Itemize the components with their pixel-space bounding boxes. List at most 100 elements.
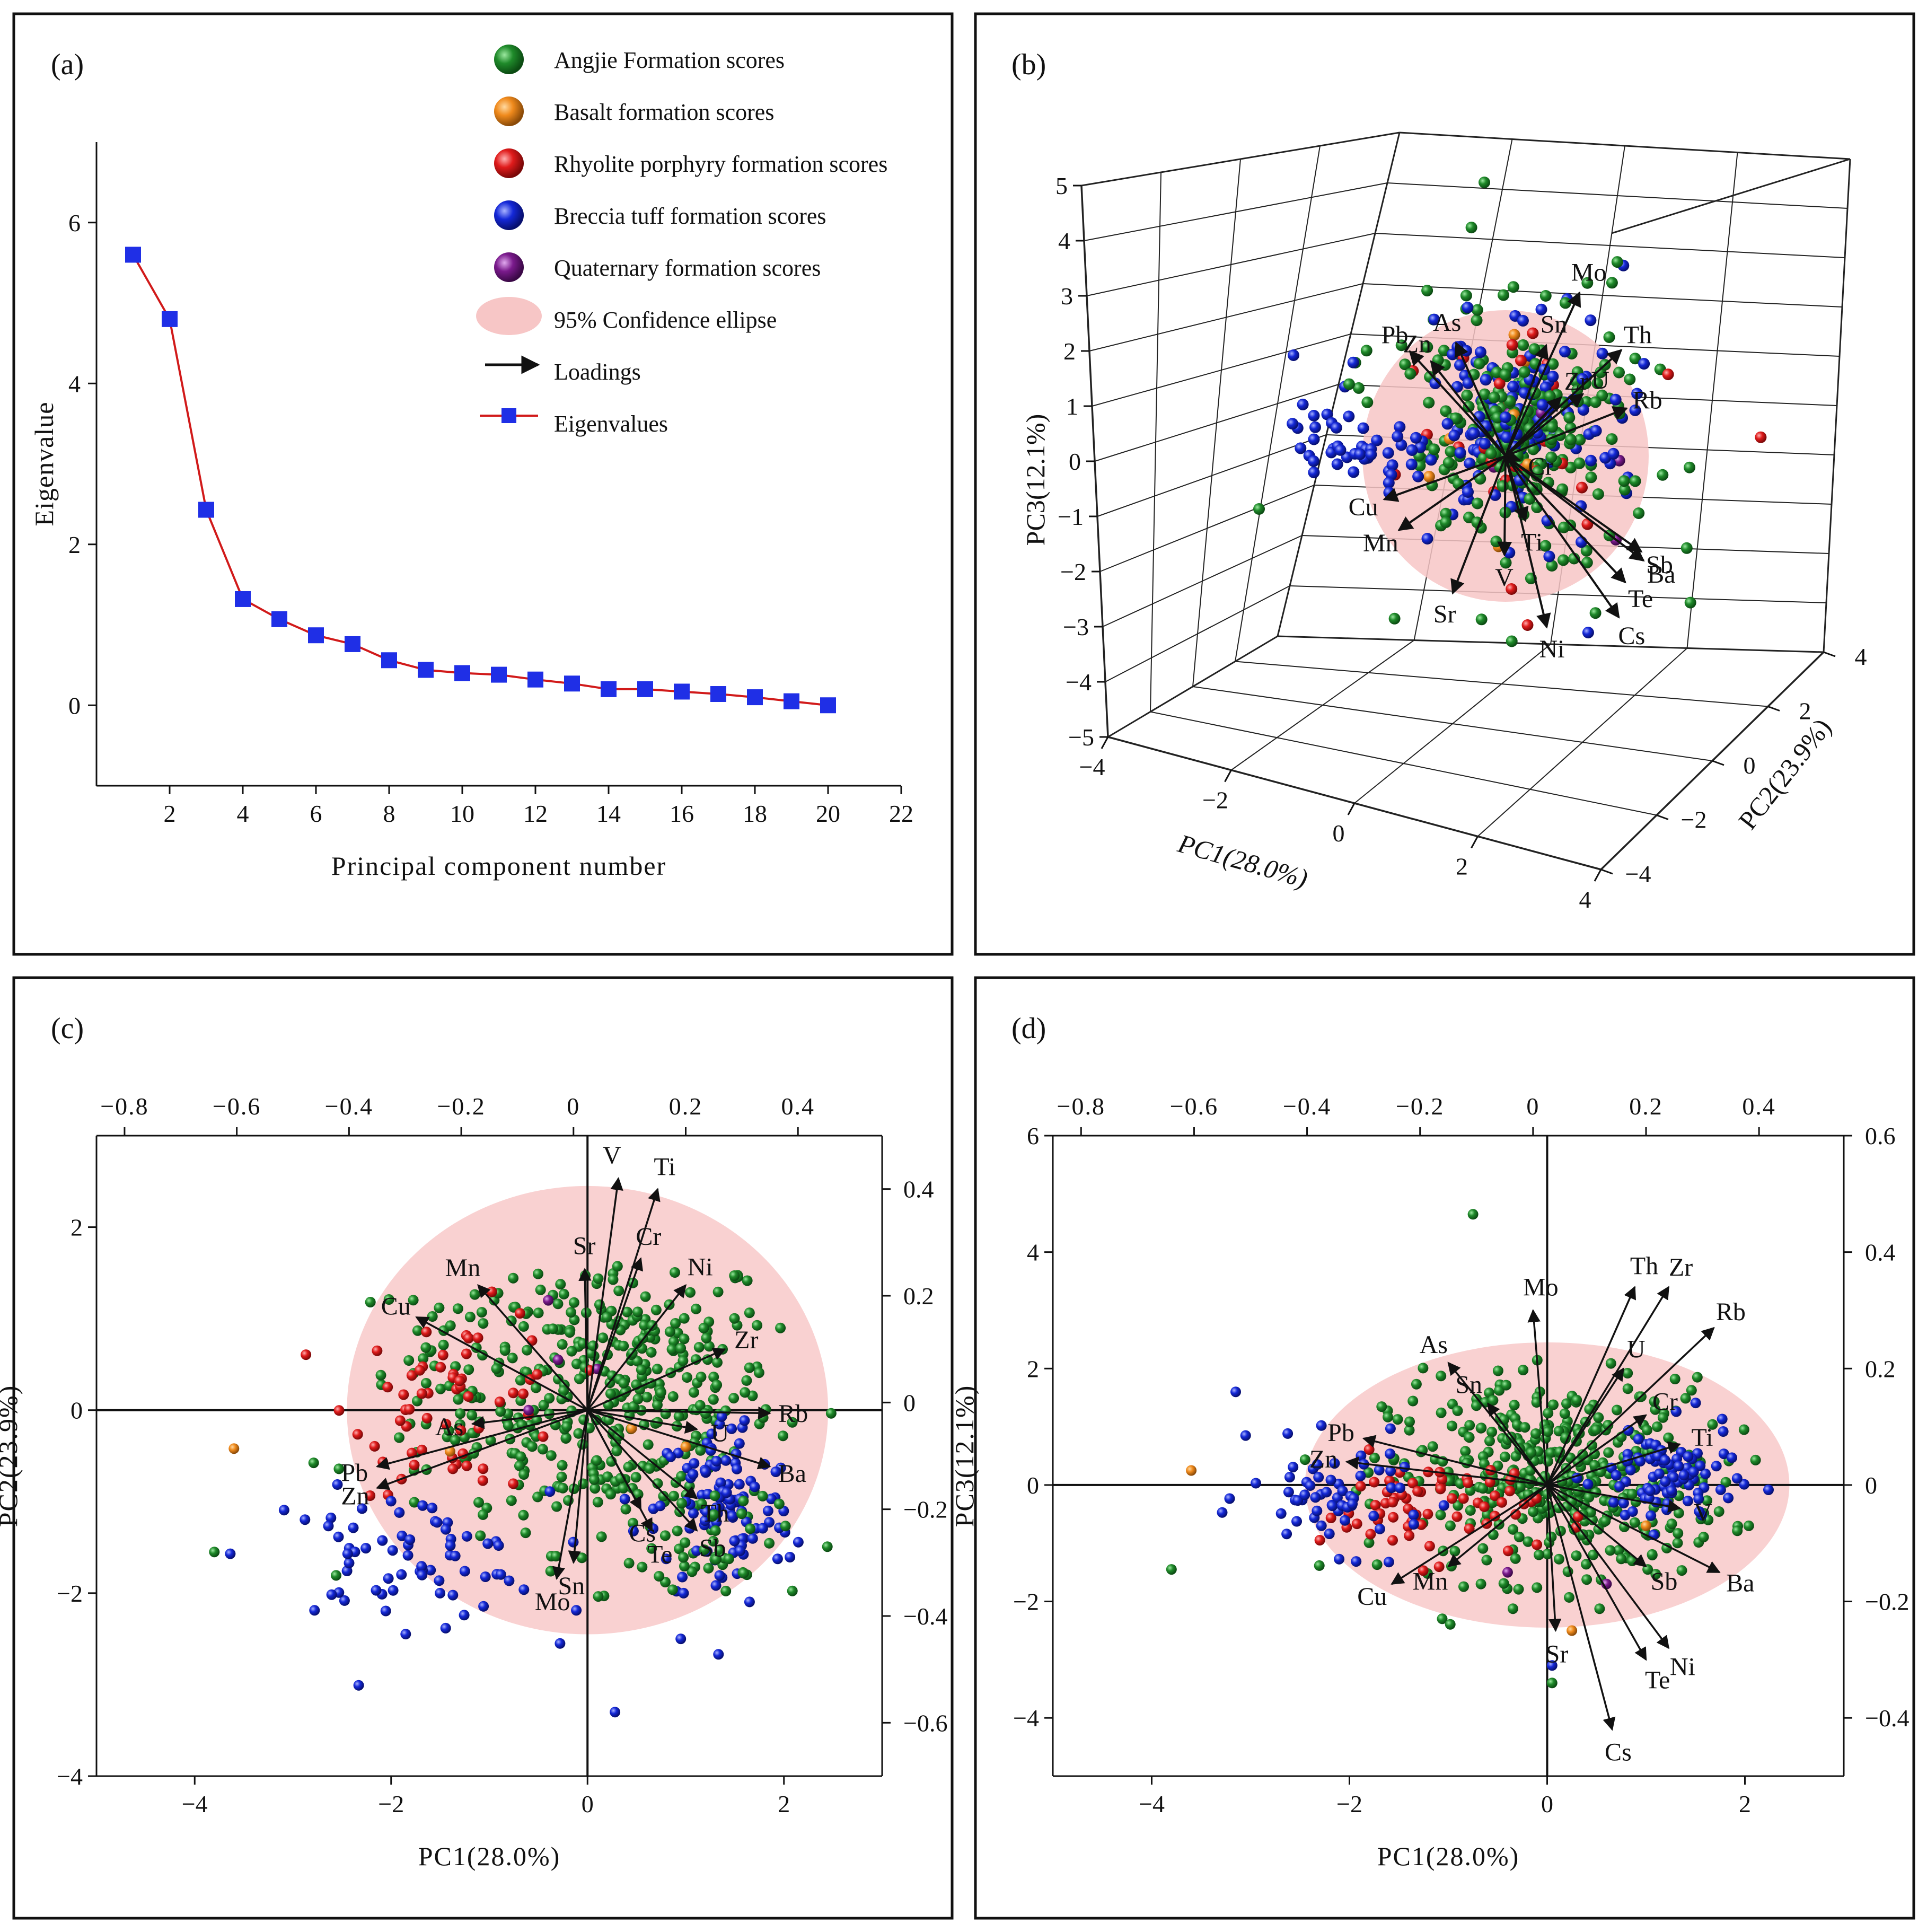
score-point-angjie — [331, 1570, 341, 1581]
score-point-rhyolite — [1435, 1483, 1446, 1495]
score-point-breccia — [300, 1514, 311, 1525]
score-point-angjie — [1465, 222, 1477, 234]
loading-label-ti: Ti — [1692, 1424, 1713, 1452]
score-point-angjie — [555, 1279, 566, 1290]
x-tick — [1224, 769, 1232, 783]
score-point-breccia — [1308, 410, 1320, 421]
loading-arrow-ba — [587, 1409, 771, 1470]
score-point-breccia — [1347, 1498, 1358, 1509]
score-point-breccia — [1295, 442, 1307, 454]
score-point-breccia — [1474, 346, 1486, 358]
score-point-angjie — [1561, 1398, 1572, 1409]
loading-label-ni: Ni — [1539, 635, 1565, 663]
top-tick-label: −0.2 — [437, 1093, 485, 1120]
loading-arrow-sn — [1504, 344, 1549, 456]
score-point-angjie — [1565, 434, 1577, 446]
score-point-angjie — [637, 1561, 648, 1573]
score-point-breccia — [1330, 421, 1342, 434]
score-point-breccia — [387, 1545, 398, 1556]
loading-arrow-zn — [1430, 360, 1507, 457]
grid-line — [1235, 661, 1768, 707]
score-point-angjie — [1545, 451, 1558, 463]
loading-arrow-sb — [1504, 455, 1643, 553]
legend-label: Basalt formation scores — [554, 99, 774, 125]
x-tick-label: 14 — [596, 800, 621, 827]
score-point-breccia — [1394, 1482, 1405, 1494]
score-point-rhyolite — [1407, 1478, 1418, 1489]
score-point-angjie — [1563, 411, 1576, 424]
x-tick-label: −4 — [1139, 1790, 1165, 1817]
grid-line — [1150, 172, 1162, 712]
legend-item: Quaternary formation scores — [494, 252, 821, 282]
score-point-angjie — [508, 1272, 519, 1284]
score-point-angjie — [1539, 540, 1552, 552]
score-point-angjie — [576, 1552, 587, 1564]
score-point-angjie — [711, 1554, 722, 1565]
score-point-angjie — [1568, 552, 1580, 565]
score-point-breccia — [684, 1523, 696, 1534]
score-point-angjie — [1498, 1578, 1509, 1589]
loading-label-ba: Ba — [1647, 560, 1675, 589]
score-point-angjie — [1458, 1581, 1469, 1592]
loading-label-zn: Zn — [1403, 330, 1431, 358]
score-point-rhyolite — [1576, 481, 1588, 494]
score-point-rhyolite — [1464, 1523, 1475, 1534]
score-point-angjie — [752, 1320, 763, 1331]
x-tick-label: 4 — [237, 800, 249, 827]
score-point-angjie — [757, 1490, 768, 1501]
score-point-angjie — [1442, 456, 1455, 469]
legend-label: Breccia tuff formation scores — [554, 203, 826, 229]
score-point-breccia — [1355, 1470, 1366, 1481]
score-point-angjie — [636, 1364, 647, 1375]
score-point-angjie — [1591, 1424, 1602, 1435]
score-point-angjie — [1732, 1525, 1743, 1536]
loading-label-as: As — [435, 1413, 463, 1441]
score-point-angjie — [1407, 1395, 1419, 1407]
score-point-angjie — [1676, 1565, 1687, 1576]
score-point-angjie — [1473, 357, 1485, 370]
z-tick-label: 4 — [1058, 227, 1070, 254]
score-point-breccia — [1695, 1460, 1706, 1471]
score-point-angjie — [1460, 1446, 1471, 1457]
score-point-breccia — [1723, 1492, 1734, 1504]
legend-label: Quaternary formation scores — [554, 255, 821, 281]
score-point-breccia — [1374, 1523, 1385, 1534]
score-point-angjie — [435, 1383, 446, 1394]
score-point-angjie — [1440, 507, 1452, 520]
score-point-breccia — [1683, 1451, 1694, 1462]
score-point-angjie — [1460, 289, 1472, 302]
score-point-breccia — [1312, 1505, 1323, 1516]
score-point-angjie — [568, 1297, 579, 1308]
score-point-breccia — [1340, 1515, 1350, 1526]
score-point-angjie — [1594, 1603, 1605, 1614]
score-point-breccia — [1386, 1482, 1397, 1494]
score-point-breccia — [1693, 1494, 1704, 1505]
eigenvalue-marker — [198, 502, 214, 518]
y-tick-label: 6 — [1027, 1122, 1039, 1149]
score-point-breccia — [793, 1536, 804, 1548]
score-point-angjie — [308, 1457, 319, 1469]
x-tick-label: −4 — [1079, 753, 1105, 780]
score-point-angjie — [1707, 1419, 1718, 1430]
score-point-angjie — [1553, 1426, 1564, 1437]
score-point-rhyolite — [404, 1404, 415, 1415]
grid-line — [1686, 152, 1738, 648]
panel-a-label: (a) — [51, 48, 84, 81]
score-point-rhyolite — [1493, 377, 1506, 390]
score-point-angjie — [1514, 1531, 1525, 1542]
score-point-basalt — [444, 1446, 455, 1457]
loading-arrow-sr — [1450, 455, 1507, 595]
eigenvalue-marker — [271, 611, 287, 627]
score-point-angjie — [507, 1353, 518, 1364]
top-tick-label: −0.8 — [1057, 1093, 1105, 1120]
score-point-breccia — [1673, 1461, 1684, 1472]
score-point-breccia — [353, 1680, 364, 1691]
score-point-angjie — [643, 1439, 654, 1450]
score-point-breccia — [1291, 1516, 1302, 1527]
legend-label: Eigenvalues — [554, 411, 668, 437]
score-point-angjie — [675, 1343, 687, 1354]
score-point-angjie — [709, 1490, 720, 1501]
score-point-angjie — [620, 1504, 631, 1515]
score-point-rhyolite — [508, 1478, 519, 1489]
score-point-angjie — [592, 1497, 603, 1508]
